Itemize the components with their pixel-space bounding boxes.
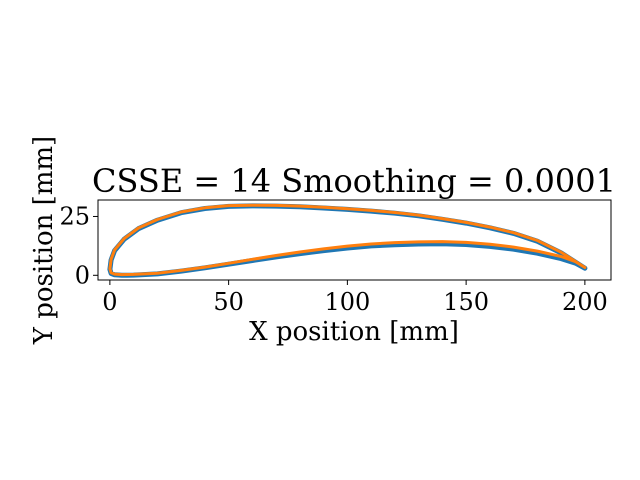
y-tick-label: 25 [59, 202, 90, 230]
chart-title: CSSE = 14 Smoothing = 0.0001 [92, 162, 616, 200]
y-tick-label: 0 [75, 261, 90, 289]
x-axis: 0 50 100 150 200 [102, 280, 608, 316]
x-tick-label: 150 [443, 288, 489, 316]
x-tick-label: 0 [102, 288, 117, 316]
y-axis: 0 25 [59, 202, 98, 289]
x-tick-label: 200 [562, 288, 608, 316]
plot-frame [97, 199, 612, 281]
x-axis-label: X position [mm] [249, 317, 459, 347]
y-axis-label: Y position [mm] [29, 136, 59, 345]
series-line-2 [108, 203, 587, 277]
series-layer [107, 203, 588, 278]
x-tick-label: 50 [213, 288, 244, 316]
x-tick-label: 100 [324, 288, 370, 316]
